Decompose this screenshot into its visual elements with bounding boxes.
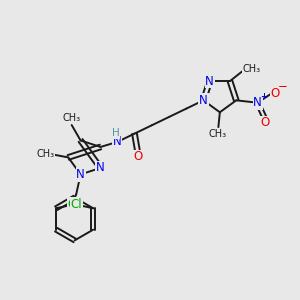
Text: CH₃: CH₃ — [242, 64, 260, 74]
Text: H: H — [112, 128, 120, 138]
Text: N: N — [205, 75, 214, 88]
Text: N: N — [113, 136, 122, 148]
Text: +: + — [260, 92, 267, 101]
Text: O: O — [134, 150, 143, 163]
Text: O: O — [270, 87, 280, 100]
Text: N: N — [96, 161, 105, 174]
Text: CH₃: CH₃ — [62, 113, 80, 124]
Text: CH₃: CH₃ — [36, 149, 54, 159]
Text: N: N — [253, 96, 262, 109]
Text: N: N — [76, 168, 85, 181]
Text: Cl: Cl — [68, 198, 79, 211]
Text: O: O — [260, 116, 269, 129]
Text: Cl: Cl — [70, 198, 82, 211]
Text: CH₃: CH₃ — [209, 129, 227, 139]
Text: −: − — [278, 80, 288, 93]
Text: N: N — [199, 94, 208, 107]
